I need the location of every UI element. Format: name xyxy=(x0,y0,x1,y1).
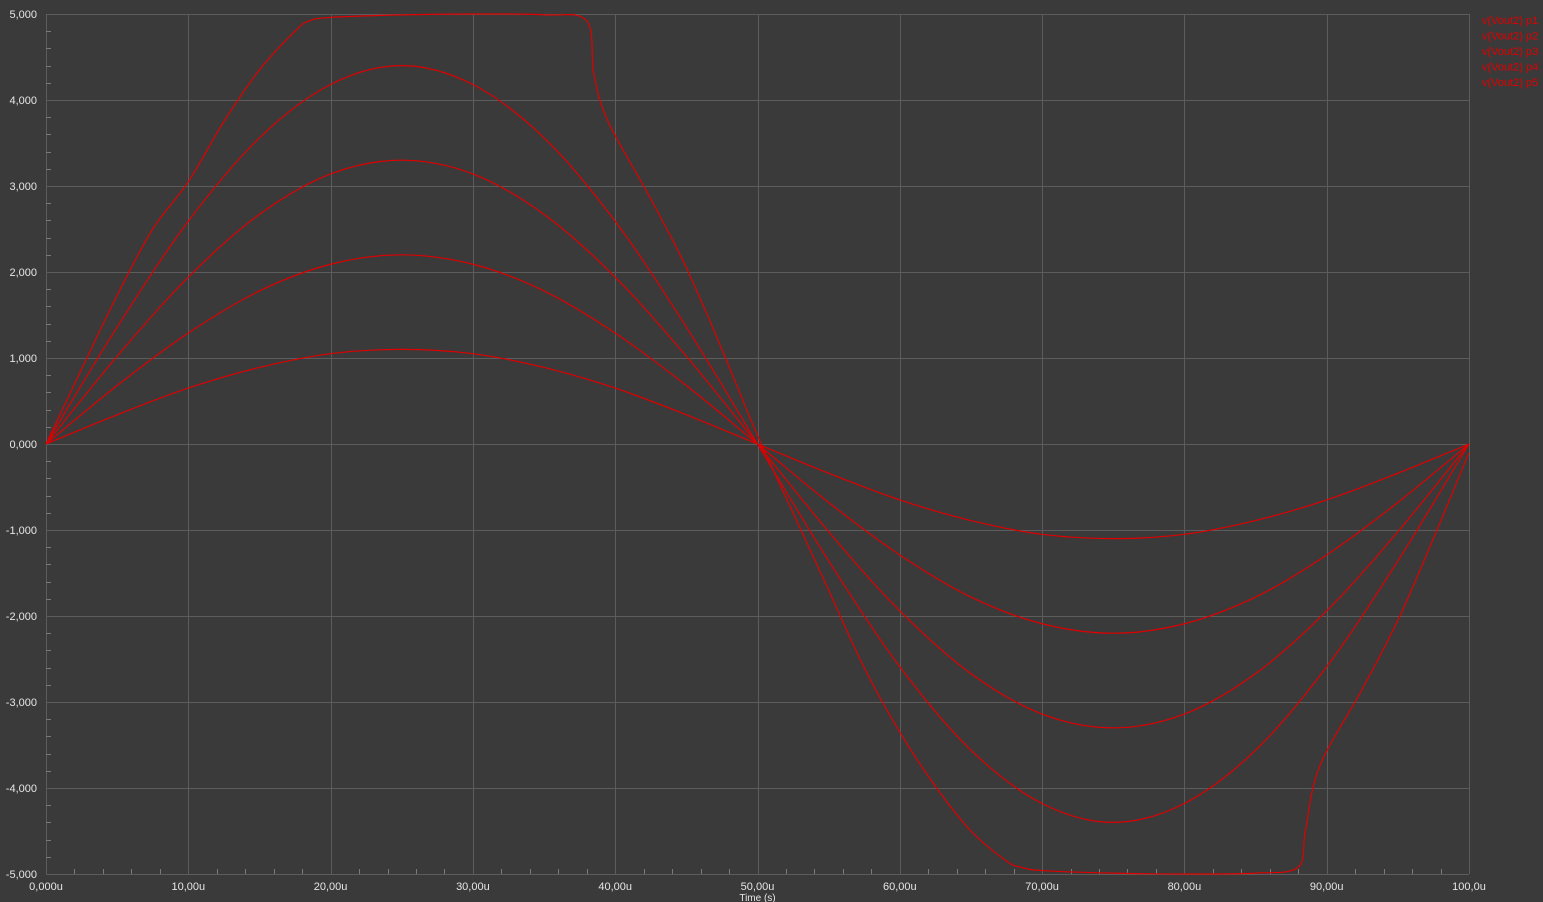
legend-item-p5[interactable]: v(Vout2) p5 xyxy=(1482,77,1538,89)
series-line-p5[interactable] xyxy=(45,13,1470,875)
x-tick-label: 60,00u xyxy=(883,881,917,893)
x-axis-title: Time (s) xyxy=(739,893,775,902)
series-line-p4[interactable] xyxy=(45,65,1470,823)
legend-item-p1[interactable]: v(Vout2) p1 xyxy=(1482,15,1538,27)
x-tick-label: 70,00u xyxy=(1025,881,1059,893)
x-tick-label: 40,00u xyxy=(598,881,632,893)
y-axis-ticks: 5,000 4,000 3,000 2,000 1,000 0,000 -1,000 -2,0… xyxy=(6,9,37,881)
minor-ticks xyxy=(46,31,1442,874)
series-layer xyxy=(45,13,1470,875)
legend-item-p4[interactable]: v(Vout2) p4 xyxy=(1482,62,1538,74)
x-tick-label: 20,00u xyxy=(314,881,348,893)
legend-item-p2[interactable]: v(Vout2) p2 xyxy=(1482,31,1538,43)
y-tick-label: 5,000 xyxy=(9,9,37,21)
y-tick-label: -2,000 xyxy=(6,611,37,623)
x-axis-ticks: 0,000u 10,00u 20,00u 30,00u 40,00u 50,00u 60,0… xyxy=(29,881,1486,893)
grid xyxy=(46,14,1470,875)
x-tick-label: 30,00u xyxy=(456,881,490,893)
x-tick-label: 50,00u xyxy=(741,881,775,893)
x-tick-label: 10,00u xyxy=(171,881,205,893)
y-tick-label: -1,000 xyxy=(6,525,37,537)
y-tick-label: -5,000 xyxy=(6,869,37,881)
legend-item-p3[interactable]: v(Vout2) p3 xyxy=(1482,46,1538,58)
x-tick-label: 100,0u xyxy=(1452,881,1486,893)
y-tick-label: 0,000 xyxy=(9,439,37,451)
x-tick-label: 0,000u xyxy=(29,881,63,893)
x-tick-label: 90,00u xyxy=(1310,881,1344,893)
y-tick-label: 2,000 xyxy=(9,267,37,279)
y-tick-label: 3,000 xyxy=(9,181,37,193)
y-tick-label: -4,000 xyxy=(6,783,37,795)
y-tick-label: 4,000 xyxy=(9,95,37,107)
y-tick-label: -3,000 xyxy=(6,697,37,709)
x-tick-label: 80,00u xyxy=(1168,881,1202,893)
legend: v(Vout2) p1 v(Vout2) p2 v(Vout2) p3 v(Vout2… xyxy=(1482,15,1538,89)
y-tick-label: 1,000 xyxy=(9,353,37,365)
